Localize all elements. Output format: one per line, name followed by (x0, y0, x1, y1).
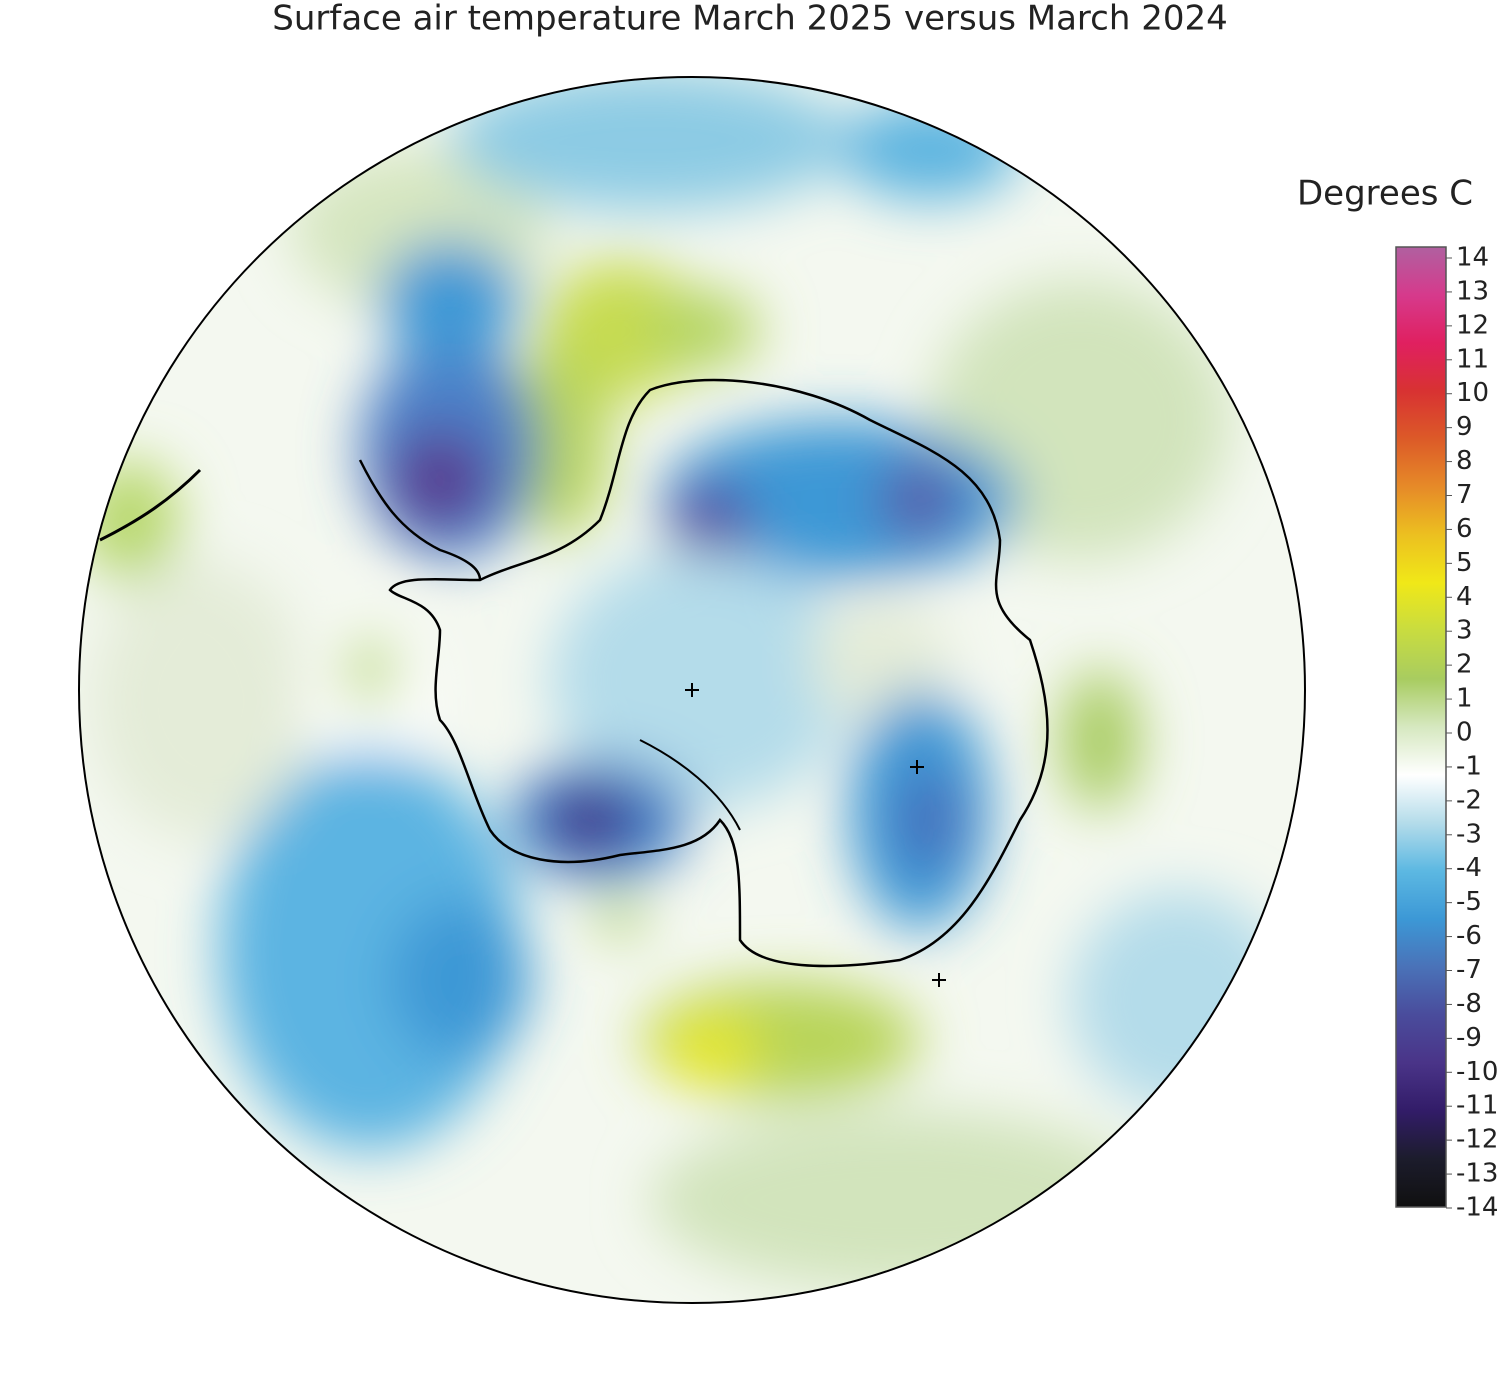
colorbar-tick-label: 5 (1456, 548, 1473, 578)
colorbar-tick-label: 8 (1456, 446, 1473, 476)
colorbar-tick-label: -11 (1456, 1091, 1498, 1121)
colorbar (1395, 246, 1447, 1208)
colorbar-tick-label: 1 (1456, 684, 1473, 714)
colorbar-tick-label: -3 (1456, 819, 1482, 849)
colorbar-tick-label: 6 (1456, 514, 1473, 544)
colorbar-tick-label: -7 (1456, 955, 1482, 985)
colorbar-tick-label: 7 (1456, 480, 1473, 510)
colorbar-tick-label: -13 (1456, 1159, 1498, 1189)
colorbar-tick-label: 11 (1456, 344, 1489, 374)
colorbar-label: Degrees C (1297, 174, 1473, 214)
colorbar-tick-label: 2 (1456, 650, 1473, 680)
pole-markers (685, 683, 946, 987)
colorbar-tick-label: -9 (1456, 1023, 1482, 1053)
colorbar-ticks: 14131211109876543210-1-2-3-4-5-6-7-8-9-1… (1446, 243, 1498, 1223)
colorbar-tick-label: -5 (1456, 887, 1482, 917)
colorbar-tick-label: -6 (1456, 921, 1482, 951)
colorbar-tick-label: 10 (1456, 378, 1489, 408)
colorbar-tick-label: 12 (1456, 310, 1489, 340)
colorbar-tick-label: 4 (1456, 582, 1473, 612)
colorbar-tick-label: -8 (1456, 989, 1482, 1019)
colorbar-tick-label: -14 (1456, 1193, 1498, 1223)
colorbar-tick-label: 14 (1456, 243, 1489, 273)
colorbar-tick-label: 9 (1456, 412, 1473, 442)
colorbar-tick-label: -2 (1456, 785, 1482, 815)
map-border (78, 76, 1306, 1304)
map-title: Surface air temperature March 2025 versu… (272, 0, 1228, 39)
colorbar-tick-label: -1 (1456, 751, 1482, 781)
colorbar-tick-label: 13 (1456, 276, 1489, 306)
colorbar-tick-label: 0 (1456, 718, 1473, 748)
colorbar-tick-label: -10 (1456, 1057, 1498, 1087)
colorbar-tick-label: 3 (1456, 616, 1473, 646)
anomaly-field (79, 77, 1305, 1303)
colorbar-tick-label: -12 (1456, 1125, 1498, 1155)
colorbar-tick-label: -4 (1456, 853, 1482, 883)
